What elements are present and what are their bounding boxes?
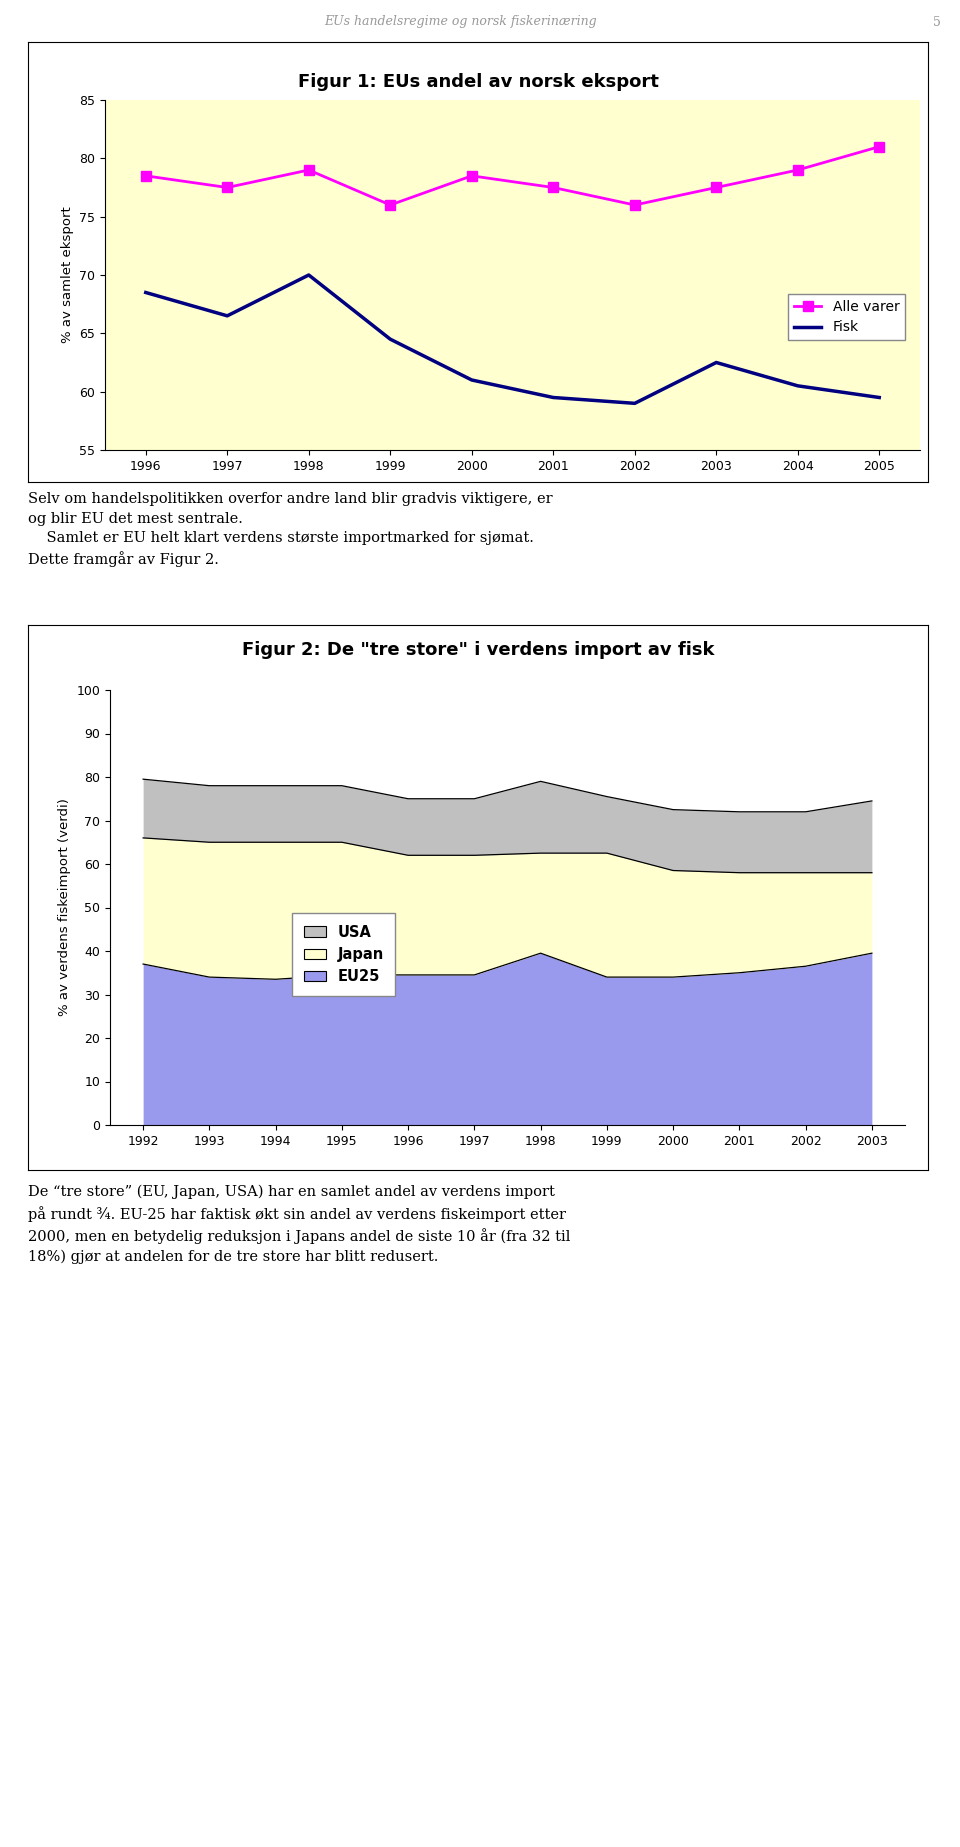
Fisk (710, 351, 722, 373)
Fisk (222, 305, 233, 327)
Fisk (629, 392, 640, 414)
Text: Selv om handelspolitikken overfor andre land blir gradvis viktigere, er
og blir : Selv om handelspolitikken overfor andre … (28, 491, 553, 567)
Alle varer (547, 177, 559, 199)
Alle varer (466, 164, 477, 187)
Fisk (140, 281, 152, 303)
Alle varer (385, 194, 396, 216)
Y-axis label: % av verdens fiskeimport (verdi): % av verdens fiskeimport (verdi) (58, 798, 71, 1016)
Y-axis label: % av samlet eksport: % av samlet eksport (60, 207, 74, 344)
Legend: Alle varer, Fisk: Alle varer, Fisk (788, 294, 905, 340)
Fisk (547, 386, 559, 408)
Alle varer (303, 159, 315, 181)
Alle varer (222, 177, 233, 199)
Fisk (385, 329, 396, 351)
Text: EUs handelsregime og norsk fiskerinæring: EUs handelsregime og norsk fiskerinæring (324, 15, 597, 28)
Alle varer (140, 164, 152, 187)
Line: Fisk: Fisk (146, 275, 879, 403)
Text: 5: 5 (933, 15, 941, 28)
Fisk (303, 264, 315, 286)
Alle varer (792, 159, 804, 181)
Alle varer (629, 194, 640, 216)
Fisk (874, 386, 885, 408)
Text: Figur 2: De "tre store" i verdens import av fisk: Figur 2: De "tre store" i verdens import… (242, 641, 714, 659)
Fisk (466, 369, 477, 392)
Text: Figur 1: EUs andel av norsk eksport: Figur 1: EUs andel av norsk eksport (298, 72, 659, 91)
Alle varer (710, 177, 722, 199)
Alle varer (874, 135, 885, 157)
Text: De “tre store” (EU, Japan, USA) har en samlet andel av verdens import
på rundt ¾: De “tre store” (EU, Japan, USA) har en s… (28, 1186, 570, 1263)
Text: (HS kap. 03, basert på data fra FAO - Fishstat+): (HS kap. 03, basert på data fra FAO - Fi… (313, 691, 643, 706)
Legend: USA, Japan, EU25: USA, Japan, EU25 (292, 912, 396, 996)
Fisk (792, 375, 804, 397)
Line: Alle varer: Alle varer (141, 142, 884, 209)
